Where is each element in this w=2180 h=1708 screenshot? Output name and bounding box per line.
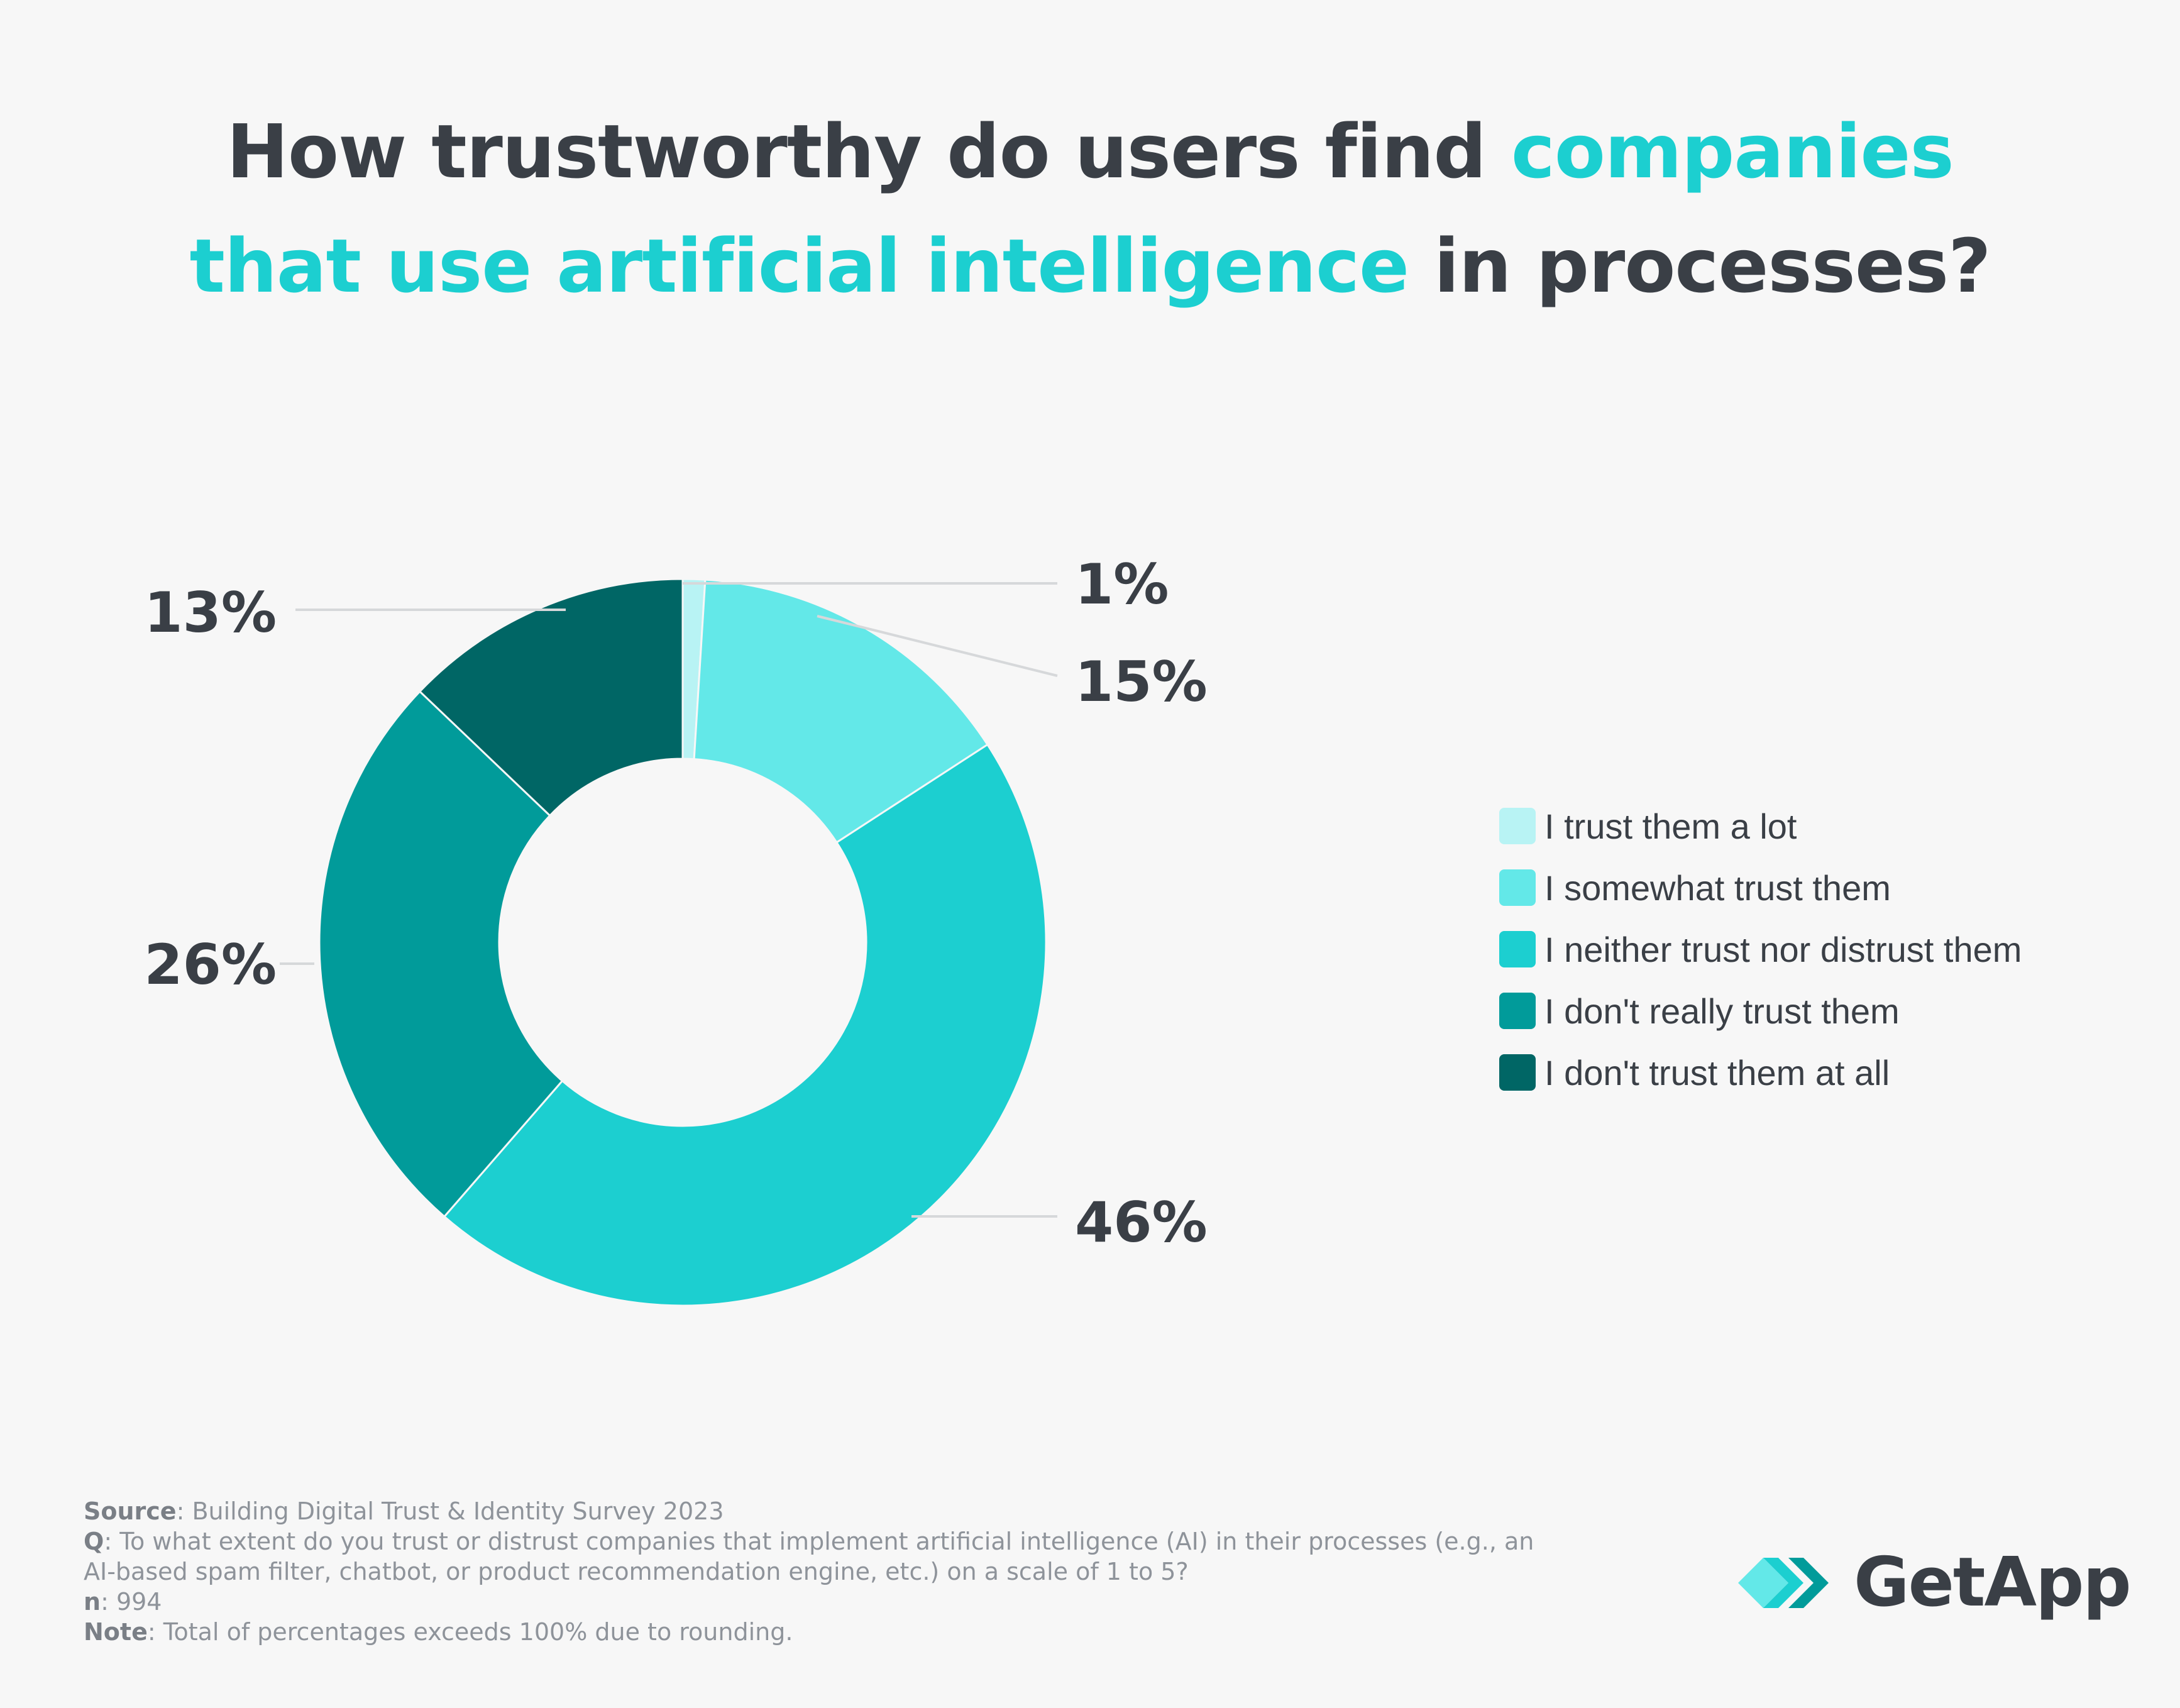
donut-slices bbox=[318, 578, 1047, 1307]
legend-swatch bbox=[1499, 869, 1536, 906]
data-label-dont-trust-at-all: 13% bbox=[144, 580, 277, 645]
title-highlight-1: companies bbox=[1511, 108, 1954, 195]
note-text: : Total of percentages exceeds 100% due … bbox=[147, 1618, 793, 1646]
note-key: Note bbox=[84, 1618, 148, 1646]
title-part1: How trustworthy do users find bbox=[226, 108, 1511, 195]
source-text: : Building Digital Trust & Identity Surv… bbox=[176, 1497, 724, 1525]
legend-swatch bbox=[1499, 808, 1536, 844]
footnote-note: Note: Total of percentages exceeds 100% … bbox=[84, 1617, 1548, 1647]
footnote-sample-size: n: 994 bbox=[84, 1587, 1548, 1617]
question-text: : To what extent do you trust or distrus… bbox=[84, 1528, 1534, 1585]
n-key: n bbox=[84, 1588, 101, 1616]
slice-dont-trust-at-all bbox=[418, 578, 684, 817]
chart-title: How trustworthy do users find companies t… bbox=[0, 94, 2180, 323]
data-label-neither: 46% bbox=[1075, 1190, 1208, 1255]
legend-item-dont-really-trust: I don't really trust them bbox=[1499, 980, 2022, 1042]
legend-swatch bbox=[1499, 993, 1536, 1029]
question-key: Q bbox=[84, 1528, 104, 1555]
legend-item-somewhat-trust: I somewhat trust them bbox=[1499, 857, 2022, 918]
slice-neither bbox=[443, 743, 1047, 1307]
chart-legend: I trust them a lot I somewhat trust them I… bbox=[1499, 795, 2022, 1103]
footnote-question: Q: To what extent do you trust or distru… bbox=[84, 1526, 1548, 1587]
footnote: Source: Building Digital Trust & Identit… bbox=[84, 1496, 1548, 1647]
getapp-chevrons-icon bbox=[1738, 1557, 1829, 1608]
logo-text: GetApp bbox=[1854, 1543, 2132, 1622]
legend-swatch bbox=[1499, 1054, 1536, 1091]
data-label-somewhat-trust: 15% bbox=[1075, 649, 1208, 714]
legend-label: I neither trust nor distrust them bbox=[1544, 929, 2022, 969]
title-part2: in processes? bbox=[1409, 223, 1991, 309]
source-key: Source bbox=[84, 1497, 177, 1525]
legend-item-dont-trust-at-all: I don't trust them at all bbox=[1499, 1042, 2022, 1103]
data-label-dont-really-trust: 26% bbox=[144, 932, 277, 997]
legend-item-neither: I neither trust nor distrust them bbox=[1499, 918, 2022, 980]
n-text: : 994 bbox=[101, 1588, 162, 1616]
slice-somewhat-trust bbox=[693, 578, 989, 844]
getapp-logo: GetApp bbox=[1738, 1543, 2132, 1622]
legend-swatch bbox=[1499, 931, 1536, 967]
legend-label: I trust them a lot bbox=[1544, 806, 1797, 846]
leader-line-somewhat-trust bbox=[817, 615, 1058, 677]
footnote-source: Source: Building Digital Trust & Identit… bbox=[84, 1496, 1548, 1526]
legend-label: I don't really trust them bbox=[1544, 991, 1900, 1031]
data-labels: 1% 15% 46% 26% 13% bbox=[144, 552, 1207, 1255]
legend-label: I somewhat trust them bbox=[1544, 868, 1891, 908]
slice-dont-really-trust bbox=[318, 690, 564, 1218]
data-label-trust-a-lot: 1% bbox=[1075, 552, 1169, 617]
leader-lines bbox=[280, 582, 1058, 1218]
title-highlight-2: that use artificial intelligence bbox=[189, 223, 1409, 309]
legend-label: I don't trust them at all bbox=[1544, 1052, 1890, 1093]
legend-item-trust-a-lot: I trust them a lot bbox=[1499, 795, 2022, 857]
